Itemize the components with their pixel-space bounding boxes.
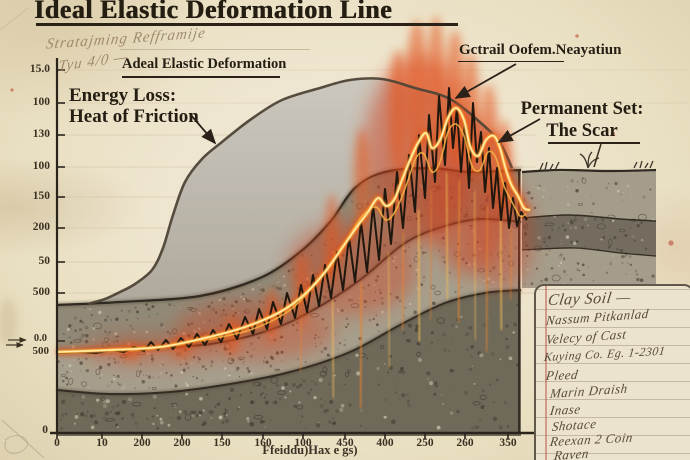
scar-pointer-line: [593, 143, 602, 168]
x-tick-label: 250: [416, 437, 434, 449]
ink-speck: [610, 131, 616, 137]
handwritten-note-panel: Clay Soil — Nassum Pitkanlad Velecy of Cas…: [534, 284, 690, 460]
paper-stain: [0, 298, 17, 346]
origin-label: 0: [42, 424, 48, 436]
axes-layer: [50, 58, 537, 439]
dome-edge-line-layer: [87, 77, 514, 306]
x-tick-label: 200: [133, 437, 151, 449]
annotation-arrows-layer: [6, 63, 602, 348]
permanent-set-inset-block-layer: [518, 151, 657, 433]
ink-speck: [668, 240, 674, 246]
y-tick-label: 100: [32, 96, 50, 108]
grass-tuft-sketch: [579, 151, 600, 169]
paper-decoration-layer: [0, 7, 674, 459]
subtitle-label: Adeal Elastic Deformation: [122, 56, 287, 72]
y-tick-label: 200: [32, 221, 50, 233]
x-tick-label: 160: [254, 437, 272, 449]
paper-crease-line: [0, 7, 29, 31]
subtitle-underline: [122, 76, 280, 78]
note-line: Raven: [553, 445, 590, 460]
ink-speck: [10, 88, 14, 92]
baseline-zero-label: 0.0: [33, 333, 47, 344]
data-series-lines-layer: [56, 87, 532, 357]
actual-deformation-underline: [458, 61, 564, 63]
y-tick-label: 100: [32, 160, 50, 172]
faint-rule-line: [120, 49, 310, 50]
x-tick-label: 400: [376, 437, 394, 449]
y-tick-label: 15.0: [29, 63, 50, 75]
y-tick-label: 500: [32, 286, 50, 298]
x-tick-label: 450: [336, 437, 354, 449]
y-tick-label: 150: [32, 190, 50, 202]
x-tick-label: 350: [499, 437, 517, 449]
permanent-set-annotation: Permanent Set: The Scar: [520, 99, 644, 141]
x-tick-label: 260: [456, 437, 474, 449]
note-panel-margin-line: [545, 286, 547, 460]
y-tick-label: 50: [38, 255, 51, 267]
actual-deformation-annotation: Gctrail Oofem.Neayatiun: [459, 42, 622, 58]
x-tick-label: 200: [173, 437, 191, 449]
ideal-deformation-dome-edge: [87, 77, 514, 306]
x-tick-label: 0: [54, 437, 60, 449]
annotation-arrow: [454, 63, 517, 99]
x-tick-label: 10: [96, 437, 108, 449]
y-tick-label: 130: [32, 128, 50, 140]
note-line: Velecy of Cast: [545, 326, 628, 348]
note-line: Pleed: [545, 366, 580, 384]
x-axis-title: Ffeiddu)Hax e gs): [262, 443, 358, 457]
x-tick-label: 100: [294, 437, 312, 449]
energy-loss-annotation: Energy Loss: Heat of Friction: [69, 85, 199, 127]
grass-tuft-sketch: [539, 161, 560, 171]
the-scar-underline: [548, 142, 640, 144]
note-line: Marin Draish: [549, 380, 629, 402]
soil-speckles: [59, 303, 520, 431]
figure-title: Ideal Elastic Deformation Line: [34, 0, 393, 24]
grass-tuft-sketch: [633, 160, 654, 169]
x-tick-label: 150: [213, 437, 231, 449]
actual-deformation-jagged-line: [56, 87, 528, 354]
annotation-arrow: [497, 118, 541, 143]
pencil-scribble: [1, 419, 45, 459]
annotation-arrow: [189, 113, 217, 145]
soil-layer-3: [57, 290, 521, 436]
ink-speck: [575, 34, 579, 38]
title-underline: [36, 23, 458, 26]
baseline-500-label: 500: [32, 345, 50, 357]
